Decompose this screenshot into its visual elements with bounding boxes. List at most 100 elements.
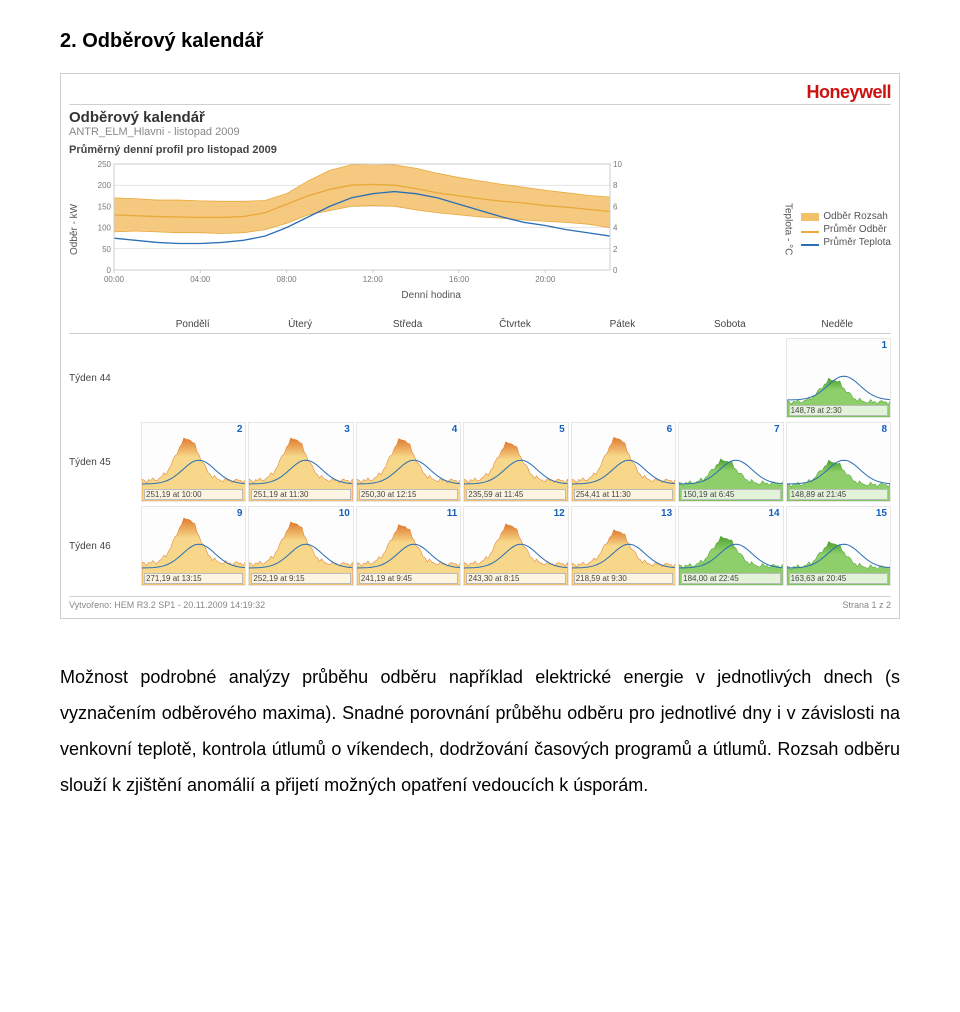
- calendar-day-caption: 271,19 at 13:15: [144, 573, 243, 584]
- svg-text:200: 200: [98, 181, 112, 190]
- calendar: PondělíÚterýStředaČtvrtekPátekSobotaNedě…: [69, 319, 891, 586]
- body-paragraph: Možnost podrobné analýzy průběhu odběru …: [60, 659, 900, 803]
- calendar-day-cell: 6 254,41 at 11:30: [571, 422, 676, 502]
- calendar-day-header: Úterý: [246, 319, 353, 330]
- calendar-day-caption: 235,59 at 11:45: [466, 489, 565, 500]
- legend-swatch: [801, 213, 819, 221]
- report-footer: Vytvořeno: HEM R3.2 SP1 - 20.11.2009 14:…: [69, 596, 891, 610]
- calendar-day-number: 4: [452, 424, 458, 435]
- calendar-day-header: Středa: [354, 319, 461, 330]
- calendar-day-caption: 150,19 at 6:45: [681, 489, 780, 500]
- svg-text:10: 10: [613, 160, 622, 169]
- week-label: Týden 45: [69, 422, 139, 502]
- legend-item: Průměr Odběr: [801, 224, 891, 235]
- legend-swatch: [801, 244, 819, 246]
- calendar-day-caption: 163,63 at 20:45: [789, 573, 888, 584]
- week-label: Týden 44: [69, 338, 139, 418]
- legend: Odběr Rozsah Průměr Odběr Průměr Teplota: [793, 158, 891, 301]
- calendar-day-cell: 12 243,30 at 8:15: [463, 506, 568, 586]
- report-title: Odběrový kalendář: [69, 109, 891, 126]
- calendar-day-caption: 243,30 at 8:15: [466, 573, 565, 584]
- report-header: Honeywell: [69, 80, 891, 105]
- calendar-day-header: Neděle: [784, 319, 891, 330]
- calendar-day-cell: 4 250,30 at 12:15: [356, 422, 461, 502]
- calendar-day-cell: 3 251,19 at 11:30: [248, 422, 353, 502]
- svg-text:6: 6: [613, 202, 618, 211]
- svg-text:08:00: 08:00: [277, 275, 298, 284]
- calendar-row: Týden 469 271,19 at 13:1510 252,19 at 9:…: [69, 506, 891, 586]
- calendar-day-caption: 250,30 at 12:15: [359, 489, 458, 500]
- calendar-day-number: 13: [661, 508, 672, 519]
- calendar-day-cell: 10 252,19 at 9:15: [248, 506, 353, 586]
- calendar-day-cell: 5 235,59 at 11:45: [463, 422, 568, 502]
- calendar-header: PondělíÚterýStředaČtvrtekPátekSobotaNedě…: [69, 319, 891, 334]
- svg-text:0: 0: [107, 266, 112, 275]
- calendar-day-caption: 254,41 at 11:30: [574, 489, 673, 500]
- calendar-day-header: Sobota: [676, 319, 783, 330]
- calendar-row: Týden 44 1 148,78 at 2:30: [69, 338, 891, 418]
- calendar-day-number: 5: [559, 424, 565, 435]
- main-chart-title: Průměrný denní profil pro listopad 2009: [69, 144, 891, 156]
- calendar-day-number: 6: [667, 424, 673, 435]
- legend-label: Průměr Teplota: [823, 237, 891, 248]
- calendar-day-caption: 241,19 at 9:45: [359, 573, 458, 584]
- svg-text:16:00: 16:00: [449, 275, 470, 284]
- svg-text:00:00: 00:00: [104, 275, 125, 284]
- svg-text:12:00: 12:00: [363, 275, 384, 284]
- calendar-day-caption: 251,19 at 10:00: [144, 489, 243, 500]
- calendar-day-number: 12: [554, 508, 565, 519]
- svg-text:2: 2: [613, 245, 618, 254]
- calendar-day-caption: 184,00 at 22:45: [681, 573, 780, 584]
- calendar-day-header: Pátek: [569, 319, 676, 330]
- x-axis-label: Denní hodina: [80, 290, 782, 301]
- svg-text:250: 250: [98, 160, 112, 169]
- footer-right: Strana 1 z 2: [842, 600, 891, 610]
- calendar-day-caption: 251,19 at 11:30: [251, 489, 350, 500]
- calendar-day-number: 3: [344, 424, 350, 435]
- calendar-day-number: 9: [237, 508, 243, 519]
- calendar-day-cell: 2 251,19 at 10:00: [141, 422, 246, 502]
- calendar-day-cell: 14 184,00 at 22:45: [678, 506, 783, 586]
- calendar-row: Týden 452 251,19 at 10:003 251,19 at 11:…: [69, 422, 891, 502]
- calendar-day-cell: 9 271,19 at 13:15: [141, 506, 246, 586]
- calendar-day-number: 10: [339, 508, 350, 519]
- calendar-day-number: 11: [447, 508, 458, 519]
- calendar-day-number: 14: [768, 508, 779, 519]
- calendar-day-number: 2: [237, 424, 243, 435]
- calendar-day-number: 15: [876, 508, 887, 519]
- svg-text:0: 0: [613, 266, 618, 275]
- calendar-body: Týden 441 148,78 at 2:30Týden 452 251,19…: [69, 338, 891, 586]
- calendar-day-header: Čtvrtek: [461, 319, 568, 330]
- y-right-label: Teplota - °C: [782, 158, 793, 301]
- report-subtitle: ANTR_ELM_Hlavni - listopad 2009: [69, 126, 891, 138]
- calendar-day-number: 7: [774, 424, 780, 435]
- main-chart-area: Odběr - kW 050100150200250024681000:0004…: [69, 158, 891, 301]
- calendar-day-cell: 8 148,89 at 21:45: [786, 422, 891, 502]
- week-label: Týden 46: [69, 506, 139, 586]
- calendar-day-cell: 11 241,19 at 9:45: [356, 506, 461, 586]
- svg-text:50: 50: [102, 245, 111, 254]
- svg-text:20:00: 20:00: [535, 275, 556, 284]
- svg-text:8: 8: [613, 181, 618, 190]
- calendar-day-number: 8: [881, 424, 887, 435]
- legend-item: Odběr Rozsah: [801, 211, 891, 222]
- calendar-empty-cell: [356, 338, 461, 418]
- legend-label: Průměr Odběr: [823, 224, 886, 235]
- calendar-day-cell: 13 218,59 at 9:30: [571, 506, 676, 586]
- calendar-empty-cell: [248, 338, 353, 418]
- legend-item: Průměr Teplota: [801, 237, 891, 248]
- calendar-day-cell: 7 150,19 at 6:45: [678, 422, 783, 502]
- svg-text:150: 150: [98, 202, 112, 211]
- calendar-day-cell: 1 148,78 at 2:30: [786, 338, 891, 418]
- calendar-empty-cell: [571, 338, 676, 418]
- calendar-day-cell: 15 163,63 at 20:45: [786, 506, 891, 586]
- calendar-empty-cell: [678, 338, 783, 418]
- calendar-day-number: 1: [881, 340, 887, 351]
- report-panel: Honeywell Odběrový kalendář ANTR_ELM_Hla…: [60, 73, 900, 619]
- calendar-day-header: Pondělí: [139, 319, 246, 330]
- calendar-day-caption: 148,89 at 21:45: [789, 489, 888, 500]
- calendar-day-caption: 252,19 at 9:15: [251, 573, 350, 584]
- calendar-empty-cell: [141, 338, 246, 418]
- y-left-label: Odběr - kW: [69, 158, 80, 301]
- svg-text:100: 100: [98, 224, 112, 233]
